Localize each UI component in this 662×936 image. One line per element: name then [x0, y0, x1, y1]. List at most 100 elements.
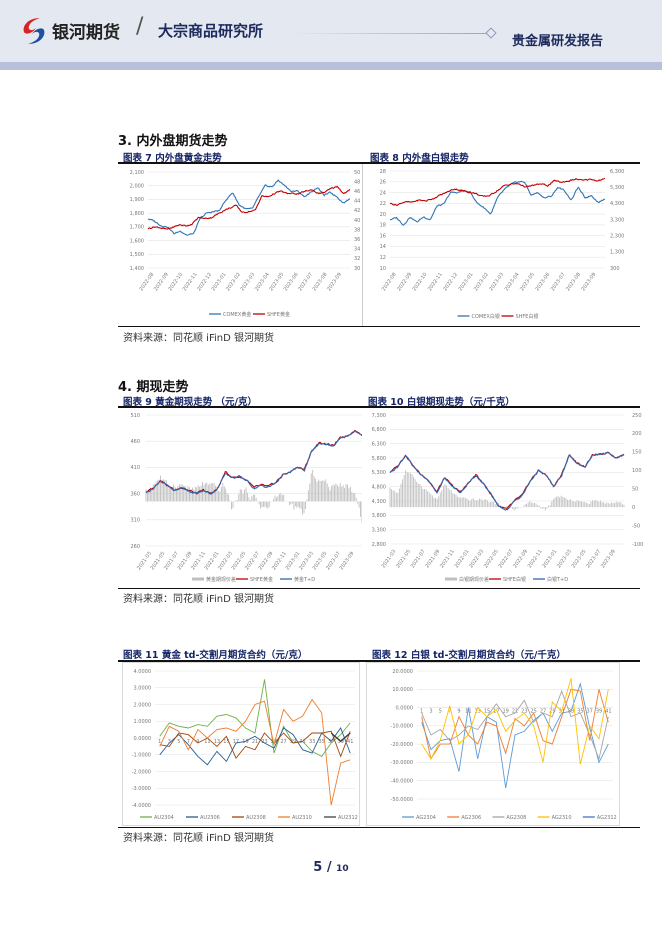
y-tick-label: 1,900 [130, 197, 144, 203]
y2-tick-label: 320 [354, 256, 360, 262]
y-tick-label: 360 [130, 491, 140, 497]
x-tick-label: 23 [261, 739, 267, 745]
x-tick-label: 37 [328, 739, 334, 745]
x-tick-label: 2023-09 [581, 272, 598, 293]
page-sep: / [322, 860, 337, 875]
section-title-3: 3. 内外盘期货走势 [118, 134, 228, 149]
y2-tick-label: 3,300 [610, 217, 624, 223]
y-tick-label: 24 [380, 190, 386, 196]
series-line-SHFE黄金 [145, 430, 362, 495]
header-decor-line [290, 33, 488, 34]
x-tick-label: 5 [439, 709, 442, 715]
legend-label: AG2310 [552, 815, 572, 821]
chart-8: 28 26 24 22 20 18 16 14 12 10 6,300 5,300 4,300 3,300… [380, 169, 625, 320]
legend-label: COMEX黄金 [223, 311, 251, 318]
x-tick-label: 25 [271, 739, 277, 745]
x-tick-label: 29 [549, 709, 555, 715]
y2-tick-label: 0 [632, 505, 635, 511]
x-tick-label: 25 [530, 709, 536, 715]
y2-tick-label: 50 [632, 487, 638, 493]
y-tick-label: 20.0000 [392, 669, 413, 675]
y-tick-label: 260 [130, 544, 140, 550]
y-tick-label: 18 [380, 223, 386, 229]
x-tick-label: 7 [187, 739, 190, 745]
y-tick-label: 510 [130, 413, 140, 419]
x-tick-label: 11 [465, 709, 471, 715]
series-line-AG2306 [421, 688, 609, 760]
y-tick-label: -50.0000 [391, 797, 413, 803]
y2-tick-label: 300 [610, 266, 620, 272]
x-tick-label: 15 [223, 739, 229, 745]
x-tick-label: 17 [233, 739, 239, 745]
y-tick-label: 6,800 [372, 427, 386, 433]
section-title-4: 4. 期现走势 [118, 380, 189, 395]
x-tick-label: 41 [605, 709, 611, 715]
x-tick-label: 35 [577, 709, 583, 715]
y2-tick-label: 360 [354, 237, 360, 243]
x-tick-label: 2023-09 [326, 272, 343, 293]
page-total: 10 [336, 864, 349, 874]
chart-7-title: 图表 7 内外盘黄金走势 [123, 153, 222, 164]
chart-9: 5104604103603102602021-032021-052021-072… [130, 413, 362, 583]
series-line-AU2306 [159, 727, 351, 766]
divider [118, 827, 640, 828]
y-tick-label: 2,100 [130, 170, 144, 176]
header-separator: / [136, 14, 144, 39]
series-line-AU2310 [159, 698, 351, 806]
y-tick-label: -2.0000 [132, 769, 151, 775]
y-tick-label: 5,800 [372, 456, 386, 462]
y2-tick-label: 340 [354, 247, 360, 253]
legend-label: COMEX白银 [472, 313, 500, 320]
chart-8-title: 图表 8 内外盘白银走势 [370, 153, 469, 164]
x-tick-label: 13 [214, 739, 220, 745]
legend-label: SHFE白银 [516, 313, 539, 320]
report-type: 贵金属研发报告 [512, 34, 604, 49]
legend-label: AU2308 [246, 815, 266, 821]
chart-9-title: 图表 9 黄金期现走势 （元/克） [123, 397, 258, 408]
y-tick-label: 3.0000 [134, 686, 152, 692]
source-note: 资料来源：同花顺 iFinD 银河期货 [123, 833, 274, 844]
y2-tick-label: 500 [354, 170, 360, 176]
y-tick-label: 4,800 [372, 484, 386, 490]
y-tick-label: 22 [380, 201, 386, 207]
y-tick-label: 10.0000 [392, 687, 413, 693]
y-tick-label: -30.0000 [391, 760, 413, 766]
x-tick-label: 19 [502, 709, 508, 715]
legend-label: 白银T+D [547, 576, 568, 583]
x-tick-label: 31 [299, 739, 305, 745]
divider [118, 162, 640, 164]
y2-tick-label: 480 [354, 179, 360, 185]
y2-tick-label: 440 [354, 199, 360, 205]
x-tick-label: 9 [457, 709, 460, 715]
legend-label: 黄金T+D [294, 576, 315, 583]
legend-label: AU2312 [338, 815, 358, 821]
y2-tick-label: -100 [632, 542, 643, 548]
brand-name: 银河期货 [52, 23, 120, 43]
x-tick-label: 5 [177, 739, 180, 745]
x-tick-label: 21 [512, 709, 518, 715]
y2-tick-label: 150 [632, 450, 642, 456]
y-tick-label: 5,300 [372, 470, 386, 476]
legend-label: SHFE黄金 [250, 576, 273, 583]
x-tick-label: 27 [280, 739, 286, 745]
y2-tick-label: 6,300 [610, 169, 624, 175]
x-tick-label: 39 [596, 709, 602, 715]
x-tick-label: 27 [540, 709, 546, 715]
divider [118, 588, 640, 589]
x-tick-label: 29 [290, 739, 296, 745]
chart-7: 2,100 2,000 1,900 1,800 1,700 1,600 1,500 1,400… [130, 170, 360, 318]
y-tick-label: 4,300 [372, 499, 386, 505]
y2-tick-label: 200 [632, 431, 642, 437]
x-tick-label: 13 [474, 709, 480, 715]
y-tick-label: -20.0000 [391, 742, 413, 748]
y2-tick-label: 300 [354, 266, 360, 272]
divider [118, 660, 640, 662]
legend-label: AU2306 [200, 815, 220, 821]
y-tick-label: 410 [130, 465, 140, 471]
x-tick-label: 7 [448, 709, 451, 715]
legend-label: AG2306 [461, 815, 481, 821]
y2-tick-label: 1,300 [610, 250, 624, 256]
y-tick-label: 1,600 [130, 238, 144, 244]
x-tick-label: 19 [242, 739, 248, 745]
page-current: 5 [313, 860, 323, 875]
